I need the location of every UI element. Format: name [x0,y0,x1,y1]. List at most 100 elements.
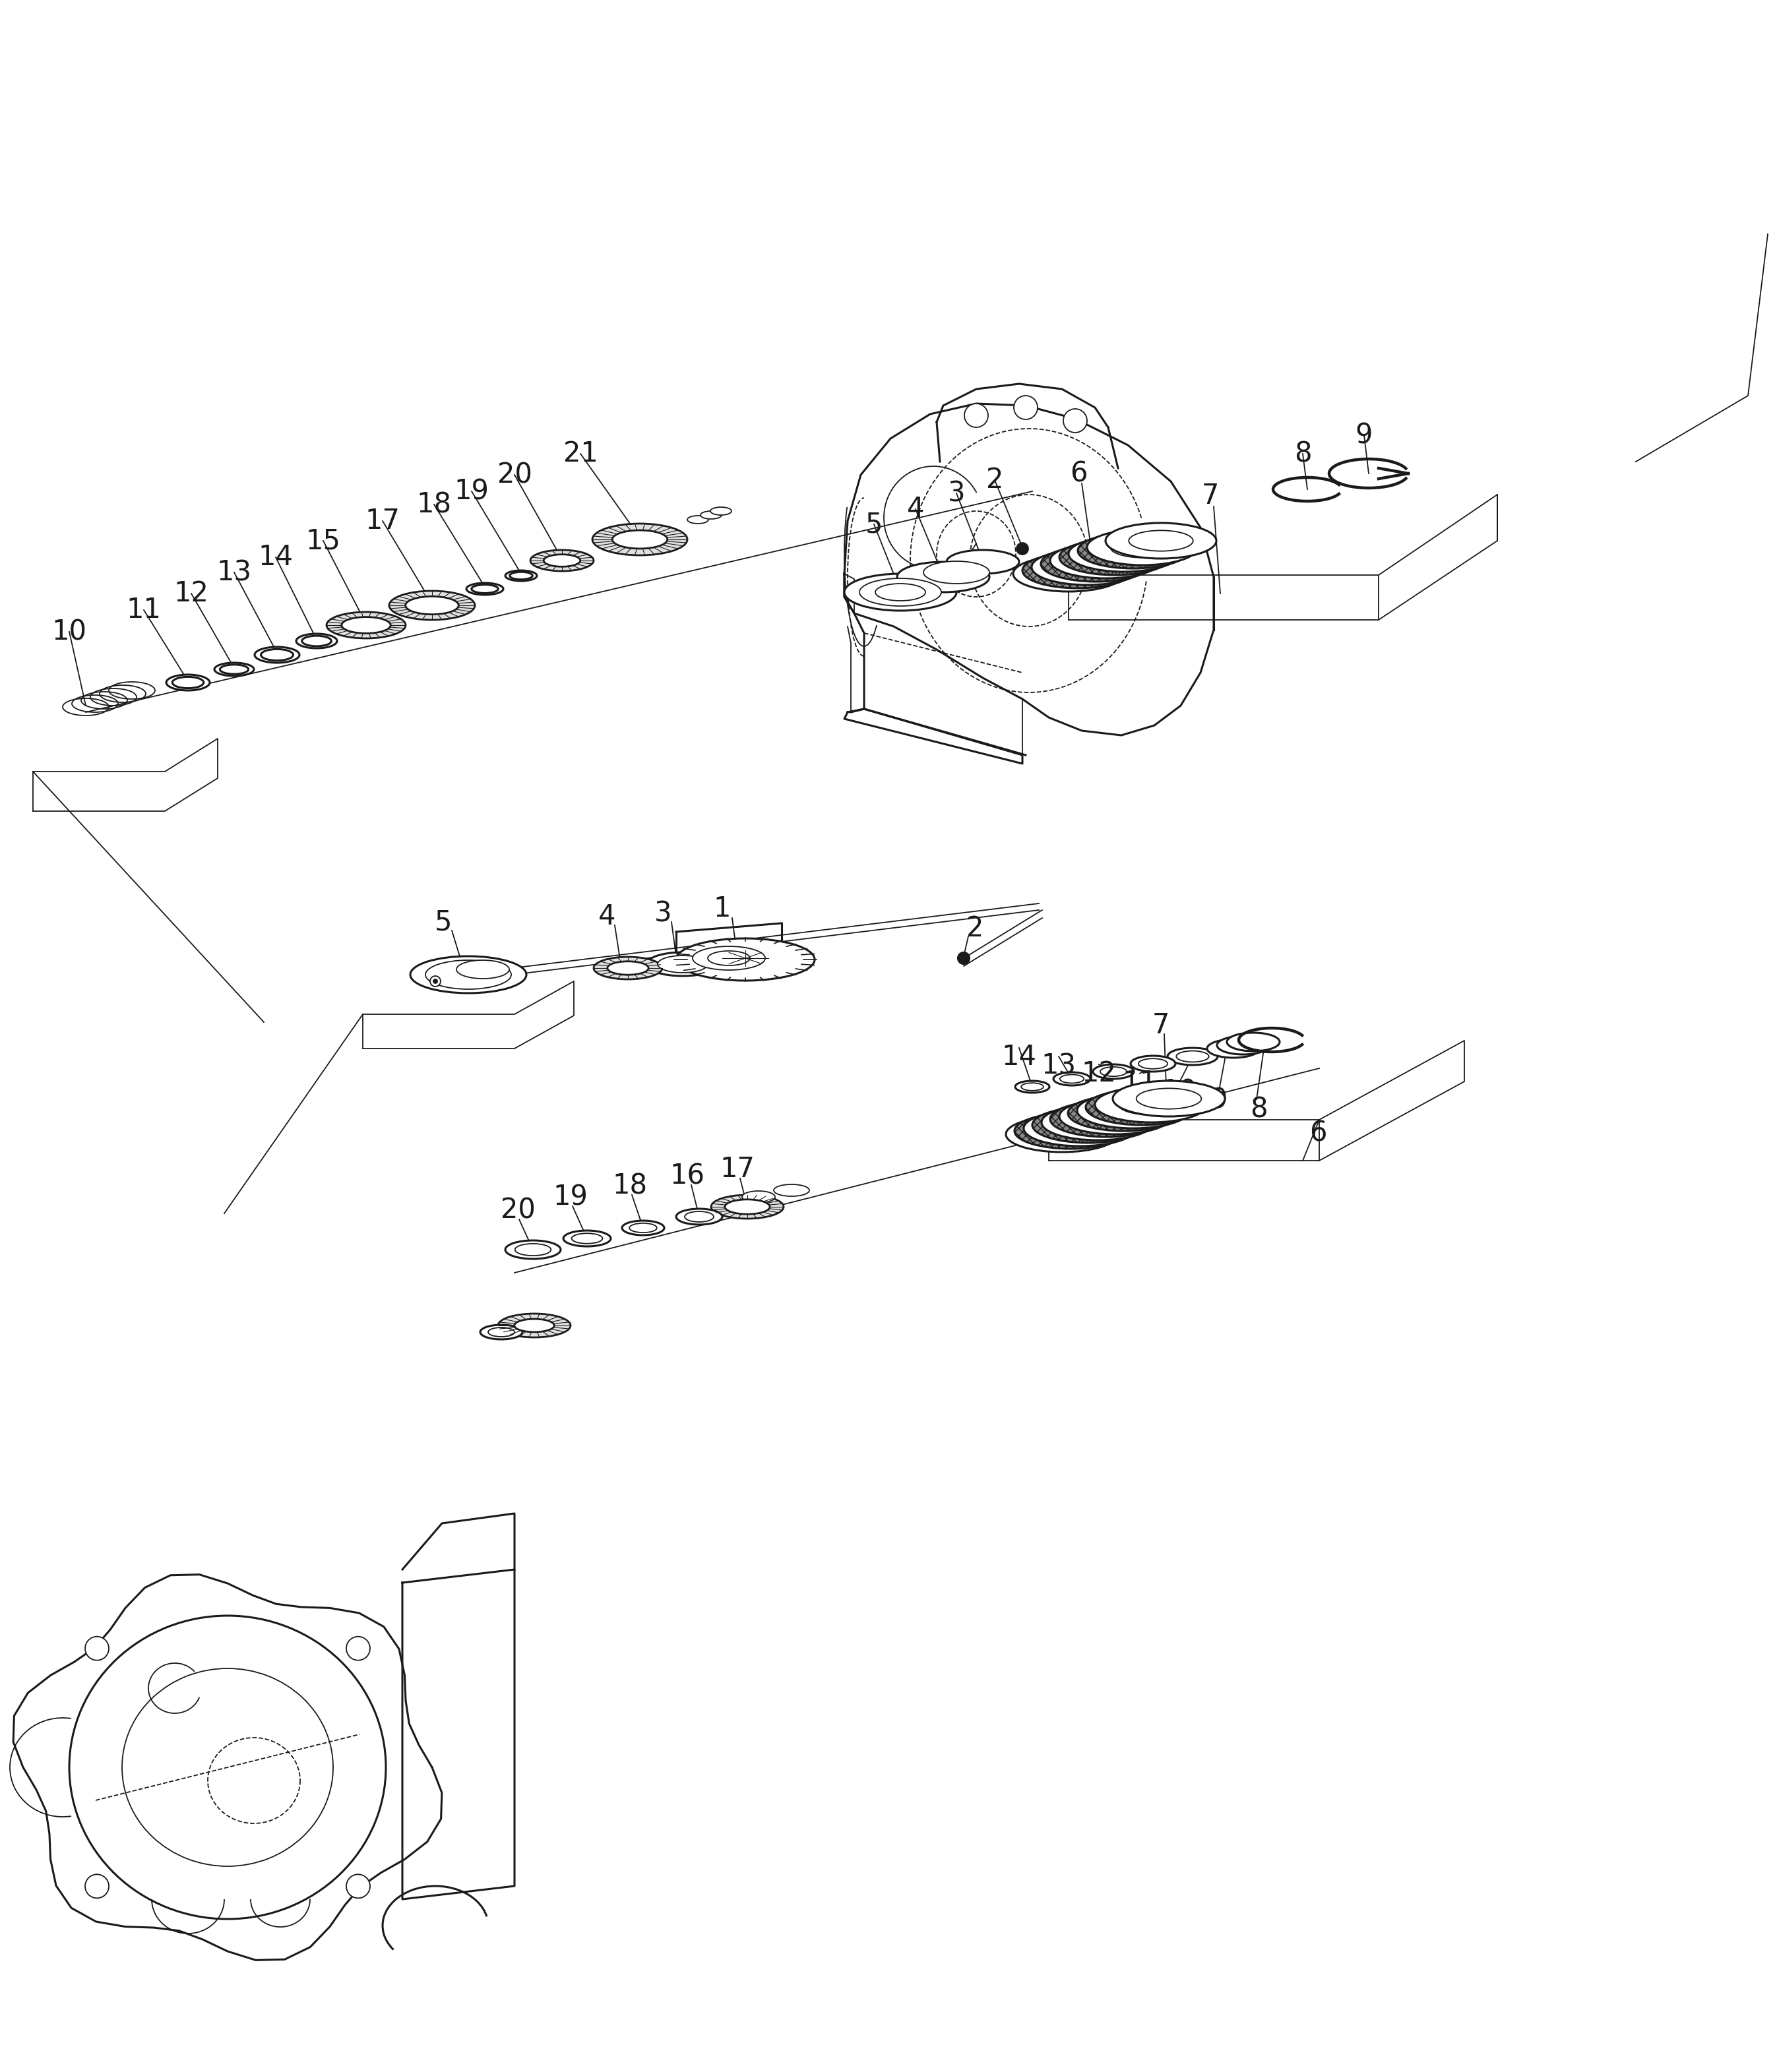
Ellipse shape [1077,1092,1189,1129]
Circle shape [430,976,441,986]
Text: 17: 17 [720,1156,755,1183]
Text: 10: 10 [1162,1077,1198,1104]
Ellipse shape [1059,539,1171,576]
Text: 8: 8 [1249,1096,1267,1123]
Ellipse shape [1088,530,1198,566]
Ellipse shape [410,955,526,992]
Ellipse shape [1167,1048,1217,1065]
Ellipse shape [1086,1090,1198,1125]
Ellipse shape [1056,1115,1121,1135]
Ellipse shape [1082,547,1146,568]
Ellipse shape [1024,1111,1136,1146]
Ellipse shape [675,1208,721,1225]
Ellipse shape [1176,1051,1208,1063]
Ellipse shape [1100,1067,1127,1075]
Ellipse shape [1102,541,1166,562]
Ellipse shape [1047,1119,1112,1140]
Ellipse shape [594,957,663,980]
Ellipse shape [1093,1065,1134,1080]
Circle shape [85,1637,108,1660]
Ellipse shape [1082,1106,1148,1127]
Text: 16: 16 [670,1162,705,1189]
Ellipse shape [1136,1088,1201,1109]
Ellipse shape [1118,1094,1183,1115]
Ellipse shape [1015,1082,1050,1092]
Text: 19: 19 [553,1183,588,1210]
Ellipse shape [457,959,510,978]
Text: 14: 14 [258,543,293,572]
Ellipse shape [480,1324,522,1339]
Ellipse shape [1059,1075,1084,1084]
Ellipse shape [515,1243,551,1256]
Ellipse shape [544,555,581,566]
Circle shape [958,953,970,963]
Text: 12: 12 [1082,1059,1116,1088]
Ellipse shape [711,508,732,516]
Ellipse shape [505,570,537,580]
Text: 3: 3 [947,479,965,508]
Ellipse shape [608,961,649,974]
Ellipse shape [1073,551,1137,572]
Ellipse shape [897,562,990,593]
Ellipse shape [172,678,204,688]
Ellipse shape [1032,1106,1144,1144]
Ellipse shape [1032,549,1143,584]
Text: 13: 13 [217,559,252,586]
Ellipse shape [1128,530,1192,551]
Ellipse shape [1217,1036,1271,1055]
Ellipse shape [297,634,338,649]
Ellipse shape [261,649,293,661]
Text: 8: 8 [1294,439,1311,468]
Text: 4: 4 [599,903,615,930]
Ellipse shape [622,1220,665,1235]
Ellipse shape [1013,555,1125,591]
Ellipse shape [489,1328,515,1336]
Ellipse shape [1091,543,1157,564]
Ellipse shape [1112,1082,1224,1117]
Text: 20: 20 [498,460,531,489]
Ellipse shape [860,578,942,605]
Text: 5: 5 [435,908,451,937]
Text: 4: 4 [906,495,924,522]
Ellipse shape [629,1222,657,1233]
Ellipse shape [675,939,814,980]
Ellipse shape [1068,1096,1180,1131]
Ellipse shape [876,584,926,601]
Ellipse shape [1139,1059,1167,1069]
Ellipse shape [844,574,956,611]
Ellipse shape [220,665,249,673]
Ellipse shape [688,516,709,524]
Ellipse shape [1006,1117,1118,1152]
Ellipse shape [1036,564,1100,584]
Ellipse shape [1056,557,1120,578]
Circle shape [965,404,988,427]
Ellipse shape [1015,1113,1127,1148]
Ellipse shape [711,1196,784,1218]
Ellipse shape [773,1185,809,1196]
Text: 15: 15 [306,526,341,555]
Text: 18: 18 [416,491,451,518]
Ellipse shape [530,549,594,572]
Ellipse shape [466,582,503,595]
Ellipse shape [1045,559,1111,580]
Ellipse shape [1064,1113,1130,1133]
Ellipse shape [1050,543,1160,578]
Circle shape [1016,543,1029,555]
Ellipse shape [613,530,668,549]
Ellipse shape [1050,1102,1162,1138]
Ellipse shape [700,512,721,518]
Ellipse shape [1130,1057,1175,1071]
Ellipse shape [425,959,512,988]
Ellipse shape [1095,1088,1207,1123]
Ellipse shape [1091,1102,1157,1123]
Ellipse shape [647,953,720,976]
Ellipse shape [471,584,498,593]
Text: 13: 13 [1041,1053,1077,1080]
Text: 11: 11 [126,597,162,624]
Ellipse shape [498,1314,570,1336]
Ellipse shape [254,646,300,663]
Circle shape [347,1637,370,1660]
Ellipse shape [947,549,1018,574]
Circle shape [434,980,437,984]
Ellipse shape [1059,1098,1171,1133]
